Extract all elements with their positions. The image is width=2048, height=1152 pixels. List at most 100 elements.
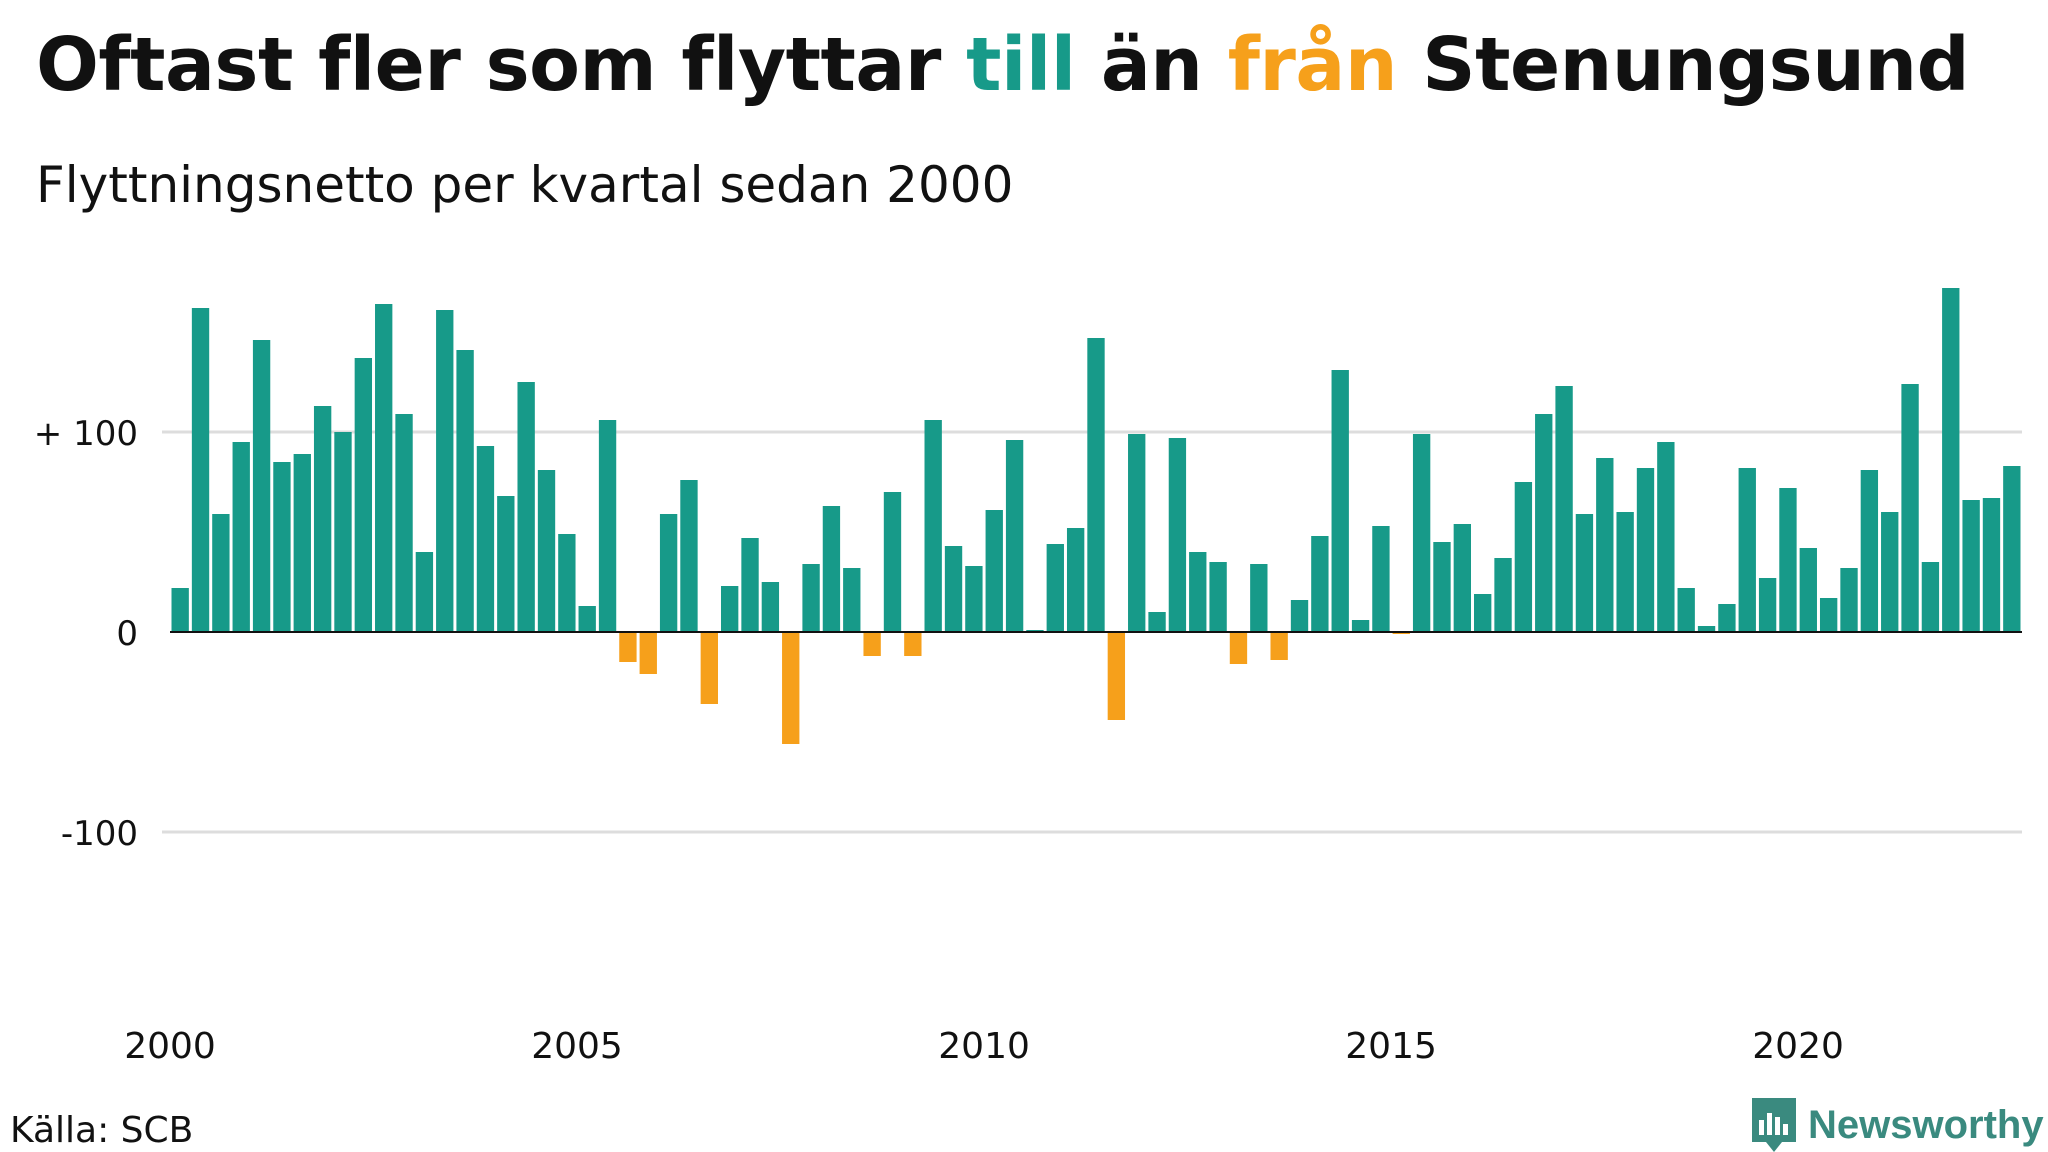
bar (883, 492, 902, 632)
bar (904, 632, 922, 656)
bar (659, 514, 678, 632)
title-highlight-till: till (966, 22, 1076, 108)
brand-logo: Newsworthy (1752, 1098, 2044, 1152)
bar (1046, 544, 1064, 632)
bar (1616, 512, 1634, 632)
bar (1982, 498, 2001, 632)
bar (273, 462, 291, 632)
bar (558, 534, 576, 632)
y-tick-label: + 100 (34, 414, 138, 454)
x-tick-labels: 2000 2005 2010 2015 2020 (124, 1026, 1844, 1067)
bar (1290, 600, 1309, 632)
bar (1535, 414, 1553, 632)
bar (313, 406, 332, 632)
bar (1799, 548, 1817, 632)
bar (436, 310, 454, 632)
newsworthy-bar-chart-logo-icon (1752, 1098, 1796, 1152)
bar (720, 586, 739, 632)
title-part-1: Oftast fler som flyttar (36, 22, 967, 108)
bar (944, 546, 963, 632)
bar (1921, 562, 1940, 632)
bar (924, 420, 942, 632)
bar (1840, 568, 1858, 632)
title-highlight-fran: från (1227, 22, 1398, 108)
bar (1453, 524, 1471, 632)
bar (782, 632, 800, 744)
bar (1677, 588, 1695, 632)
bar (965, 566, 983, 632)
bar (598, 420, 617, 632)
bar (761, 582, 780, 632)
x-tick-label: 2015 (1345, 1026, 1437, 1067)
bar (1819, 598, 1838, 632)
title-part-3: Stenungsund (1397, 22, 1970, 108)
title-part-2: än (1075, 22, 1228, 108)
bar (1189, 552, 1207, 632)
chart-subtitle: Flyttningsnetto per kvartal sedan 2000 (36, 156, 1014, 214)
bar (1596, 458, 1614, 632)
bar (1779, 488, 1797, 632)
bar (1738, 468, 1756, 632)
bar (1494, 558, 1512, 632)
bar (1229, 632, 1248, 664)
bar (1474, 594, 1492, 632)
bar (191, 308, 210, 632)
x-tick-label: 2000 (124, 1026, 216, 1067)
bar (1270, 632, 1288, 660)
bar (1372, 526, 1390, 632)
bar (1433, 542, 1451, 632)
bar (578, 606, 596, 632)
bar (1555, 386, 1573, 632)
bar (1657, 442, 1675, 632)
chart-title: Oftast fler som flyttar till än från Ste… (36, 22, 1970, 108)
bar (1718, 604, 1736, 632)
bar (395, 414, 413, 632)
x-tick-label: 2020 (1752, 1026, 1844, 1067)
bar (1209, 562, 1227, 632)
bar (1066, 528, 1085, 632)
bar (212, 514, 230, 632)
bar (1331, 370, 1349, 632)
bar (1311, 536, 1329, 632)
bar (334, 432, 352, 632)
bar (822, 506, 841, 632)
x-tick-label: 2005 (531, 1026, 623, 1067)
y-tick-labels: + 100 0 -100 (34, 414, 138, 854)
bar (1148, 612, 1166, 632)
bar (1636, 468, 1655, 632)
bar (1514, 482, 1533, 632)
bar (293, 454, 311, 632)
bar (375, 304, 393, 632)
bar (1575, 514, 1594, 632)
bar (639, 632, 657, 674)
bar (1901, 384, 1919, 632)
bar (700, 632, 718, 704)
y-tick-label: -100 (61, 814, 138, 854)
bar (1250, 564, 1268, 632)
bar (863, 632, 881, 656)
bars (171, 288, 2021, 744)
bar (1087, 338, 1105, 632)
bar (1107, 632, 1126, 720)
bar (843, 568, 861, 632)
bar (680, 480, 698, 632)
bar (1005, 440, 1024, 632)
bar (1128, 434, 1146, 632)
bar (456, 350, 474, 632)
bar (802, 564, 820, 632)
bar (252, 340, 271, 632)
bar (1860, 470, 1879, 632)
bar (537, 470, 556, 632)
bar (1697, 626, 1716, 632)
bar (2003, 466, 2021, 632)
bar (497, 496, 515, 632)
bar (1351, 620, 1370, 632)
bar (354, 358, 373, 632)
bar (741, 538, 759, 632)
bar (619, 632, 637, 662)
source-note: Källa: SCB (10, 1110, 194, 1151)
bar (171, 588, 189, 632)
bar (415, 552, 434, 632)
bar (476, 446, 495, 632)
